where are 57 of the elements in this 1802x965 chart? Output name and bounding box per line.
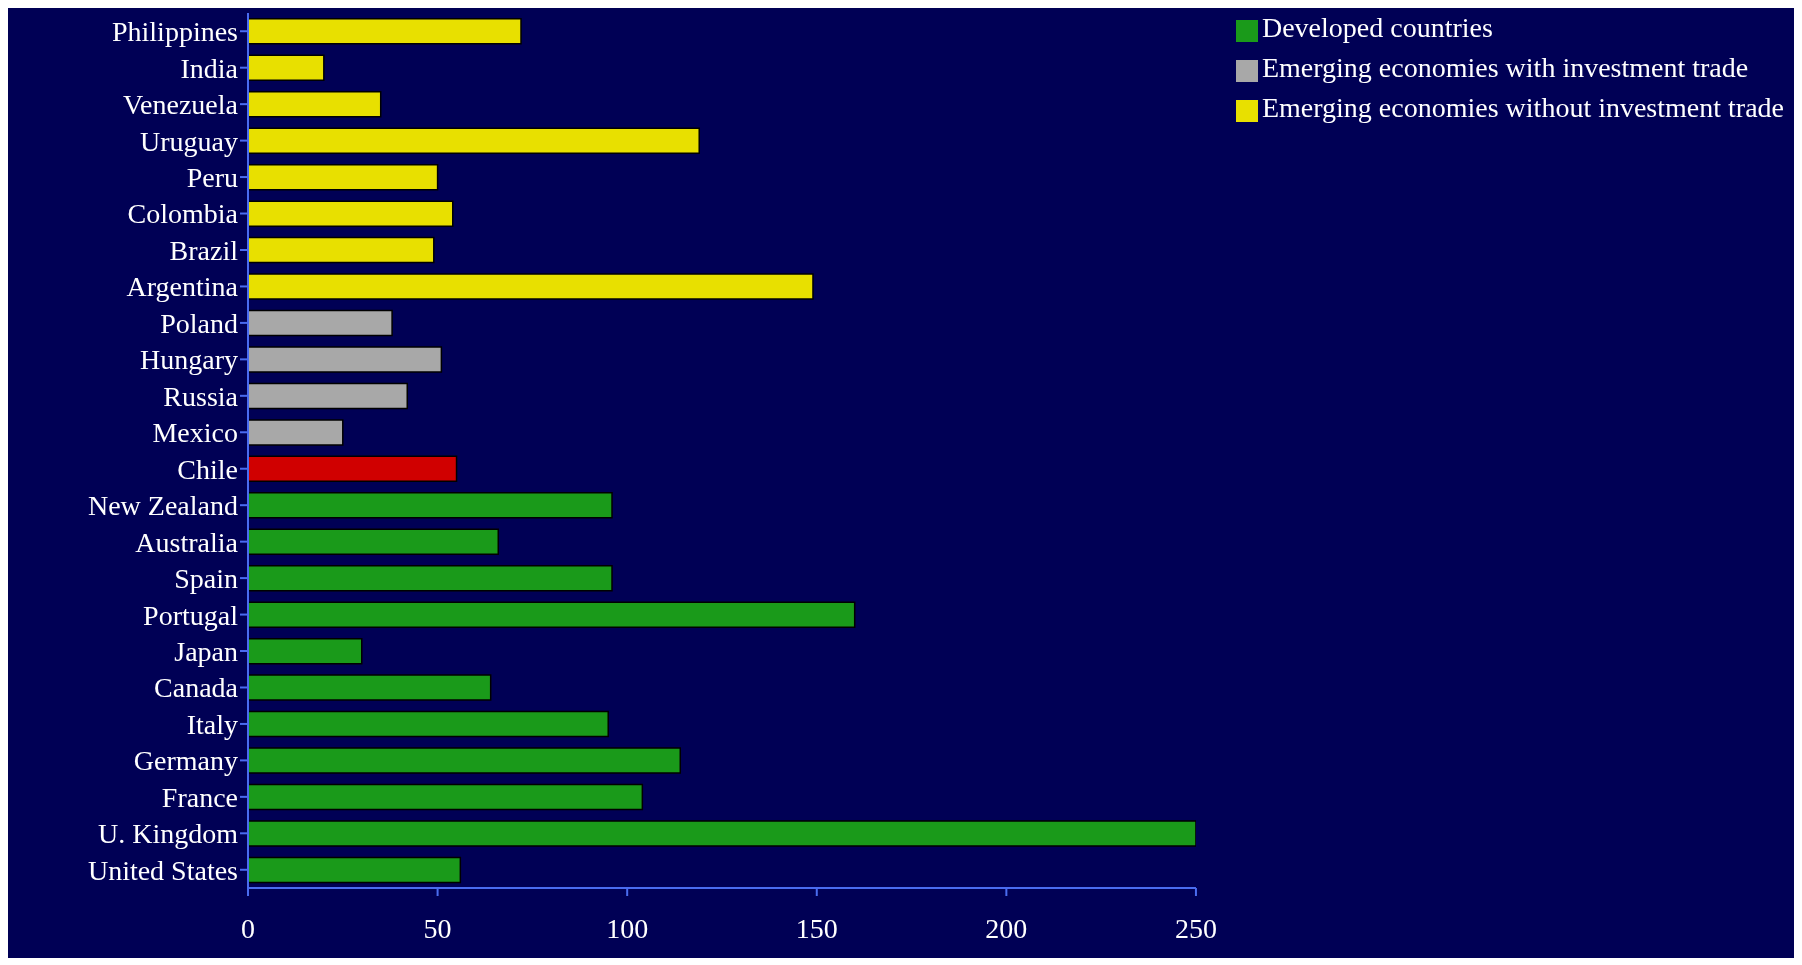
y-tick-label: New Zealand <box>87 490 238 522</box>
y-tick-label: Brazil <box>169 234 239 266</box>
y-tick-label: Poland <box>160 307 238 339</box>
y-tick-label: France <box>161 781 238 813</box>
bar <box>248 309 393 337</box>
bar <box>248 18 522 45</box>
y-tick-label: Russia <box>163 380 239 412</box>
bar <box>248 820 1196 847</box>
y-tick-label: Japan <box>174 635 238 667</box>
bar <box>248 91 382 118</box>
y-tick-label: Canada <box>154 672 239 704</box>
y-tick-label: Germany <box>133 745 238 777</box>
y-tick-label: Italy <box>186 708 238 740</box>
y-tick-label: U. Kingdom <box>98 818 239 850</box>
bar <box>248 419 344 446</box>
bar <box>248 601 856 628</box>
bar <box>248 382 409 410</box>
y-tick-label: Spain <box>174 563 238 595</box>
y-tick-label: Peru <box>186 162 238 193</box>
bar <box>248 346 443 373</box>
x-tick-label: 0 <box>241 912 255 944</box>
y-tick-label: Venezuela <box>122 89 239 121</box>
y-tick-label: Chile <box>177 453 238 485</box>
y-tick-label: Australia <box>135 526 239 558</box>
y-tick-label: Mexico <box>152 417 238 449</box>
y-tick-label: Philippines <box>111 16 238 48</box>
bar <box>248 710 609 738</box>
x-tick-label: 100 <box>606 912 649 944</box>
y-tick-label: United States <box>87 854 238 886</box>
legend-label: Developed countries <box>1261 12 1493 43</box>
bar <box>248 783 644 811</box>
bar <box>248 492 613 519</box>
y-tick-label: Argentina <box>126 271 239 303</box>
y-tick-label: Portugal <box>143 599 239 631</box>
bar <box>248 236 435 264</box>
bar <box>248 674 492 701</box>
bar <box>248 856 462 884</box>
bar <box>248 564 613 592</box>
bar <box>248 637 363 665</box>
x-tick-label: 150 <box>795 912 838 944</box>
y-tick-label: Uruguay <box>140 125 238 157</box>
legend-label: Emerging economies with investment trade <box>1261 52 1749 83</box>
legend-label: Emerging economies without investment trade <box>1261 92 1784 123</box>
x-tick-label: 200 <box>985 912 1028 944</box>
bar <box>248 747 682 774</box>
x-tick-label: 250 <box>1174 912 1217 944</box>
bar <box>248 528 500 555</box>
bar <box>248 273 814 300</box>
bar <box>248 127 700 154</box>
y-tick-label: Hungary <box>140 344 238 376</box>
bar <box>248 54 325 82</box>
bar <box>248 163 439 191</box>
x-tick-label: 50 <box>423 912 452 944</box>
bar <box>248 200 454 227</box>
y-tick-label: Colombia <box>127 198 239 230</box>
y-tick-label: India <box>180 52 239 84</box>
bar <box>248 455 458 483</box>
